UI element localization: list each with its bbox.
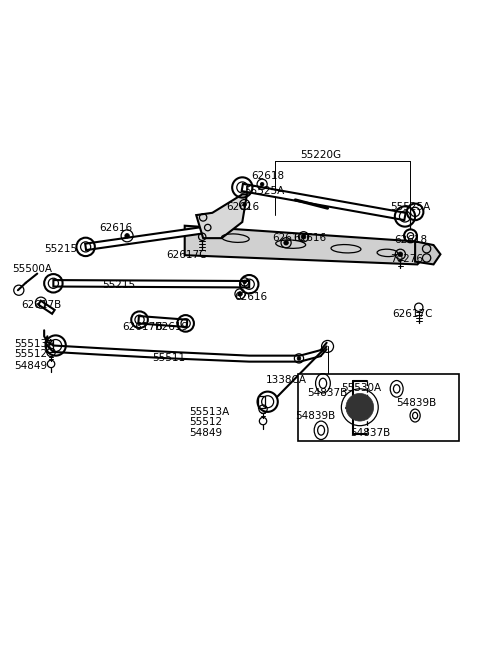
Text: 55500A: 55500A <box>12 264 52 274</box>
Polygon shape <box>185 226 430 264</box>
Text: 55512: 55512 <box>189 417 222 427</box>
Text: 54839B: 54839B <box>295 411 336 421</box>
Circle shape <box>238 292 242 297</box>
Text: 55530A: 55530A <box>341 383 382 393</box>
Text: 55220G: 55220G <box>300 150 341 160</box>
Polygon shape <box>53 280 249 287</box>
Text: 55511: 55511 <box>153 353 186 363</box>
Text: 55512: 55512 <box>14 349 48 359</box>
Polygon shape <box>415 241 441 264</box>
Text: 62616: 62616 <box>226 202 259 213</box>
Text: 54837B: 54837B <box>307 388 347 398</box>
Text: 54849: 54849 <box>189 428 222 438</box>
Bar <box>46 340 53 352</box>
Polygon shape <box>38 300 55 314</box>
Text: 1338CA: 1338CA <box>265 375 306 384</box>
Text: 62617C: 62617C <box>166 250 207 260</box>
Text: 62617C: 62617C <box>392 309 432 319</box>
Circle shape <box>284 241 288 245</box>
Text: 55525A: 55525A <box>390 202 430 213</box>
Text: 54837B: 54837B <box>350 428 391 438</box>
Text: 55513A: 55513A <box>14 339 54 349</box>
Text: 54839B: 54839B <box>396 398 437 407</box>
Text: 55525A: 55525A <box>245 186 285 195</box>
Circle shape <box>297 357 301 360</box>
Polygon shape <box>196 194 247 238</box>
Text: 62618: 62618 <box>395 235 428 245</box>
Bar <box>257 396 265 408</box>
Text: 62619: 62619 <box>155 321 188 332</box>
Text: 62616: 62616 <box>99 222 132 232</box>
Text: 55513A: 55513A <box>189 407 229 417</box>
Circle shape <box>125 234 130 238</box>
Circle shape <box>243 203 246 207</box>
Text: 62617B: 62617B <box>122 321 163 332</box>
Text: 62616: 62616 <box>234 292 267 302</box>
Text: 55215: 55215 <box>44 244 77 254</box>
Text: 54849: 54849 <box>14 361 48 371</box>
Circle shape <box>243 280 246 284</box>
Circle shape <box>346 394 373 421</box>
Circle shape <box>301 234 306 239</box>
Text: 62610: 62610 <box>272 233 305 243</box>
Text: 62618: 62618 <box>252 171 285 181</box>
Text: 62617B: 62617B <box>21 300 61 310</box>
Polygon shape <box>241 184 406 220</box>
Polygon shape <box>85 224 222 250</box>
Bar <box>298 374 459 441</box>
Polygon shape <box>138 316 187 327</box>
Text: 70276: 70276 <box>390 254 423 264</box>
Text: 55215: 55215 <box>102 280 135 290</box>
Circle shape <box>398 252 403 256</box>
Circle shape <box>260 182 264 186</box>
Text: 62616: 62616 <box>293 233 326 243</box>
